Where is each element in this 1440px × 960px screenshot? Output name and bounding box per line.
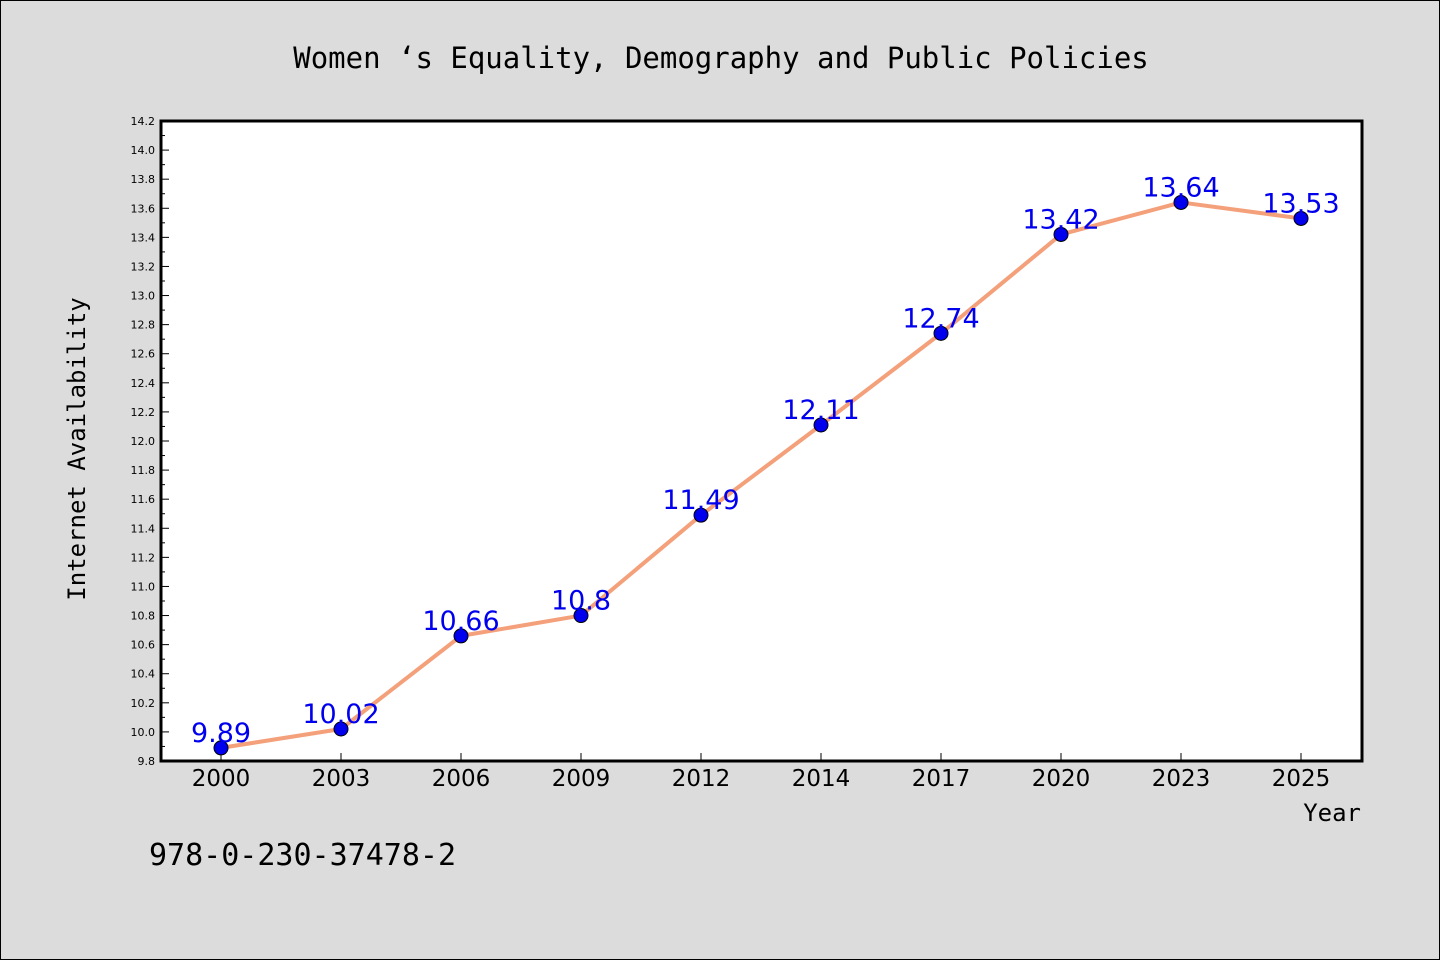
series-line-path bbox=[220, 200, 1302, 750]
y-tick-label: 12.2 bbox=[131, 406, 156, 419]
y-tick-label: 13.4 bbox=[131, 231, 156, 244]
isbn-text: 978-0-230-37478-2 bbox=[149, 838, 456, 873]
data-point bbox=[1173, 194, 1189, 210]
y-tick-label: 14.0 bbox=[131, 144, 156, 157]
x-tick-label: 2012 bbox=[672, 766, 731, 792]
y-tick-label: 12.6 bbox=[131, 348, 156, 361]
y-tick-label: 11.0 bbox=[131, 580, 156, 593]
data-label: 13.64 bbox=[1142, 172, 1219, 203]
data-point bbox=[213, 740, 229, 756]
x-tick-label: 2023 bbox=[1152, 766, 1211, 792]
data-label: 13.53 bbox=[1262, 188, 1339, 219]
y-tick-label: 13.2 bbox=[131, 260, 156, 273]
y-tick-label: 12.8 bbox=[131, 319, 156, 332]
x-tick-label: 2025 bbox=[1272, 766, 1331, 792]
y-tick-label: 11.6 bbox=[131, 493, 156, 506]
data-label: 13.42 bbox=[1022, 204, 1099, 235]
y-tick-label: 10.0 bbox=[131, 726, 156, 739]
y-tick-label: 10.4 bbox=[131, 668, 156, 681]
x-tick-label: 2006 bbox=[432, 766, 491, 792]
y-tick-label: 13.8 bbox=[131, 173, 156, 186]
x-tick-label: 2014 bbox=[792, 766, 851, 792]
series-markers bbox=[213, 194, 1309, 756]
data-point bbox=[1293, 210, 1309, 226]
y-axis: 9.8 10.0 10.2 10.4 10.6 10.8 11.0 11.2 11.4 11.6 1… bbox=[131, 115, 169, 768]
x-tick-label: 2003 bbox=[312, 766, 371, 792]
y-tick-label: 12.0 bbox=[131, 435, 156, 448]
data-point bbox=[693, 507, 709, 523]
data-point bbox=[933, 325, 949, 341]
x-tick-label: 2020 bbox=[1032, 766, 1091, 792]
y-tick-label: 10.8 bbox=[131, 610, 156, 623]
data-label: 11.49 bbox=[662, 485, 739, 516]
plot-frame bbox=[159, 119, 1364, 763]
data-label: 12.11 bbox=[782, 395, 859, 426]
x-axis: 2000 2003 2006 2009 2012 2014 2017 2020 2023 2025 bbox=[192, 753, 1331, 792]
data-label: 12.74 bbox=[902, 303, 979, 334]
y-tick-label: 11.2 bbox=[131, 551, 156, 564]
series-line bbox=[220, 200, 1302, 750]
y-tick-label: 11.4 bbox=[131, 522, 156, 535]
y-tick-label: 13.0 bbox=[131, 290, 156, 303]
y-tick-label: 12.4 bbox=[131, 377, 156, 390]
data-point bbox=[453, 628, 469, 644]
y-tick-label: 9.8 bbox=[138, 755, 156, 768]
y-tick-label: 13.6 bbox=[131, 202, 156, 215]
plot-area bbox=[161, 121, 1362, 761]
data-label: 9.89 bbox=[191, 718, 251, 749]
data-labels: 9.89 10.02 10.66 10.8 11.49 12.11 12.74 13.42 13… bbox=[191, 172, 1340, 748]
x-tick-label: 2009 bbox=[552, 766, 611, 792]
y-tick-label: 10.2 bbox=[131, 697, 156, 710]
x-tick-label: 2000 bbox=[192, 766, 251, 792]
data-label: 10.8 bbox=[551, 586, 611, 617]
data-point bbox=[813, 417, 829, 433]
y-tick-label: 14.2 bbox=[131, 115, 156, 128]
data-point bbox=[573, 608, 589, 624]
y-axis-label: Internet Availability bbox=[63, 297, 91, 600]
x-tick-label: 2017 bbox=[912, 766, 971, 792]
chart-title: Women ‘s Equality, Demography and Public… bbox=[293, 41, 1149, 75]
data-point bbox=[333, 721, 349, 737]
data-label: 10.66 bbox=[422, 606, 499, 637]
data-label: 10.02 bbox=[302, 699, 379, 730]
x-axis-label: Year bbox=[1303, 799, 1361, 827]
y-tick-label: 11.8 bbox=[131, 464, 156, 477]
y-tick-label: 10.6 bbox=[131, 639, 156, 652]
data-point bbox=[1053, 226, 1069, 242]
